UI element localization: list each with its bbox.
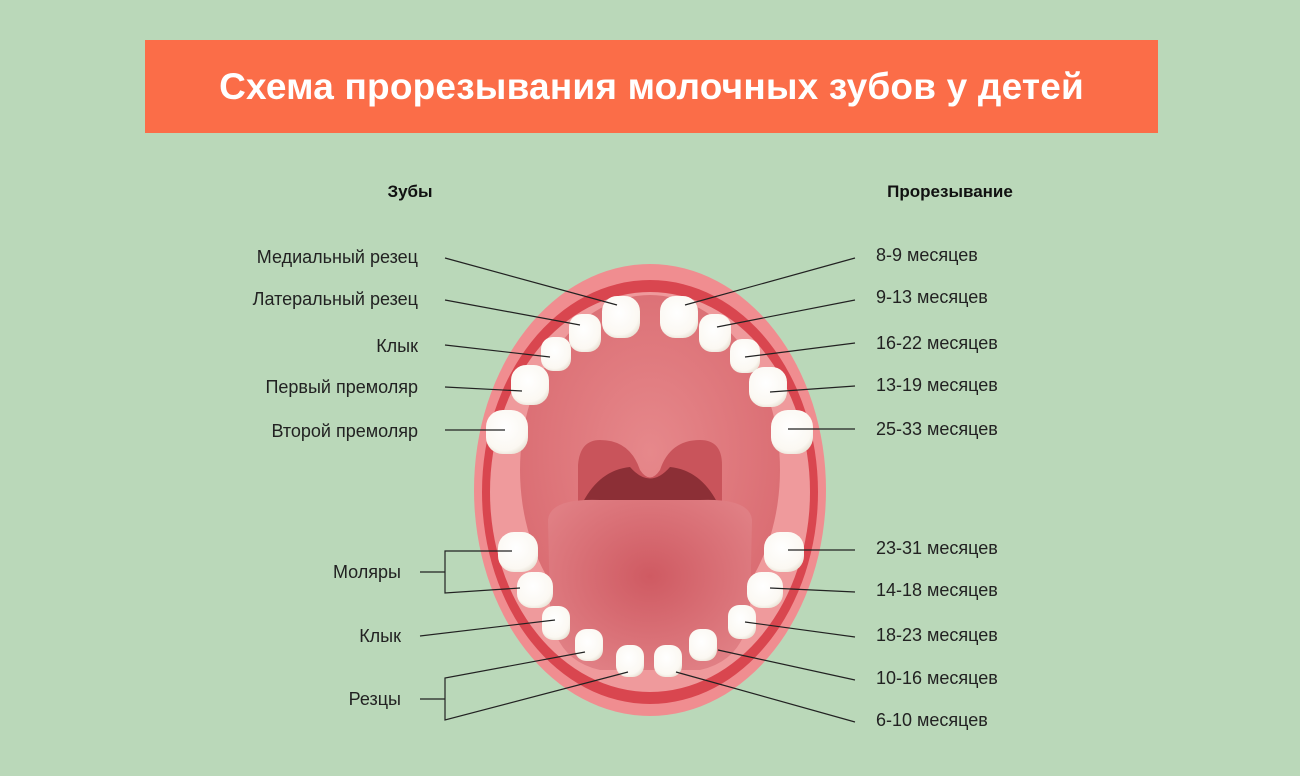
label-canine-upper: Клык: [376, 336, 418, 356]
time-upper-5: 25-33 месяцев: [876, 419, 998, 439]
leader-line: [444, 257, 618, 306]
leader-line: [716, 299, 856, 328]
tooth: [689, 629, 717, 661]
label-incisors: Резцы: [349, 689, 401, 709]
tooth: [602, 296, 640, 338]
tooth: [654, 645, 682, 677]
title-banner: Схема прорезывания молочных зубов у дете…: [145, 40, 1158, 133]
tongue: [548, 499, 752, 670]
leader-line: [444, 299, 581, 326]
time-upper-3: 16-22 месяцев: [876, 333, 998, 353]
page-title: Схема прорезывания молочных зубов у дете…: [219, 65, 1084, 107]
tooth: [730, 339, 760, 373]
time-lower-1: 23-31 месяцев: [876, 538, 998, 558]
label-canine-lower: Клык: [359, 626, 401, 646]
time-lower-5: 6-10 месяцев: [876, 710, 988, 730]
leader-line: [675, 671, 856, 723]
leader-line: [717, 649, 856, 681]
tooth: [486, 410, 528, 454]
time-lower-4: 10-16 месяцев: [876, 668, 998, 688]
leader-line: [744, 621, 856, 638]
label-lateral-incisor: Латеральный резец: [253, 289, 418, 309]
label-second-premolar: Второй премоляр: [271, 421, 418, 441]
label-molars: Моляры: [333, 562, 401, 582]
tooth: [747, 572, 783, 608]
tooth: [511, 365, 549, 405]
tooth: [699, 314, 731, 352]
leader-line: [684, 257, 856, 306]
tooth: [498, 532, 538, 572]
leader-lines: [419, 257, 856, 723]
tooth: [517, 572, 553, 608]
tooth: [749, 367, 787, 407]
tooth: [771, 410, 813, 454]
tooth: [728, 605, 756, 639]
tooth: [542, 606, 570, 640]
leader-line: [769, 385, 856, 393]
eruption-header: Прорезывание: [887, 182, 1013, 201]
time-upper-4: 13-19 месяцев: [876, 375, 998, 395]
time-upper-1: 8-9 месяцев: [876, 245, 978, 265]
label-first-premolar: Первый премоляр: [265, 377, 418, 397]
teeth-header: Зубы: [387, 182, 432, 201]
tooth: [764, 532, 804, 572]
tooth: [660, 296, 698, 338]
throat: [583, 467, 717, 502]
time-upper-2: 9-13 месяцев: [876, 287, 988, 307]
leader-line: [744, 342, 856, 358]
time-lower-2: 14-18 месяцев: [876, 580, 998, 600]
tooth: [575, 629, 603, 661]
leader-line: [419, 619, 556, 637]
tooth: [541, 337, 571, 371]
leader-line: [769, 587, 856, 593]
leader-line: [444, 386, 523, 392]
teeth: [486, 296, 813, 677]
label-central-incisor: Медиальный резец: [257, 247, 418, 267]
tooth: [569, 314, 601, 352]
tooth: [616, 645, 644, 677]
mouth-illustration: [474, 264, 826, 716]
leader-line: [444, 344, 551, 358]
time-lower-3: 18-23 месяцев: [876, 625, 998, 645]
